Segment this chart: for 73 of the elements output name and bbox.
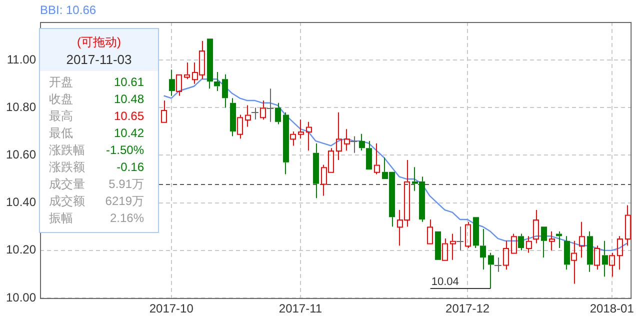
candlestick — [480, 228, 486, 270]
candlestick — [442, 238, 448, 261]
candlestick — [526, 236, 532, 254]
candlestick — [625, 204, 631, 246]
candlestick — [602, 240, 608, 278]
candlestick — [184, 62, 190, 80]
text: 最高 — [49, 108, 73, 125]
candlestick — [533, 209, 539, 244]
text: 成交额 — [49, 193, 85, 210]
candlestick — [450, 233, 456, 260]
y-tick-label: 10.20 — [6, 242, 36, 257]
candlestick — [169, 69, 175, 96]
text: 涨跌额 — [49, 159, 85, 176]
candlestick — [290, 130, 296, 146]
candlestick — [313, 142, 319, 199]
text: BBI: 10.66 — [40, 3, 96, 17]
x-tick-label: 2017-10 — [149, 302, 194, 316]
text: 10.42 — [114, 125, 144, 142]
candlestick — [594, 245, 600, 270]
x-tick-label: 2017-12 — [446, 302, 490, 316]
text: (可拖动) — [76, 34, 122, 51]
candlestick — [609, 252, 615, 278]
y-tick-label: 10.40 — [6, 195, 36, 210]
candlestick — [336, 112, 342, 160]
candlestick — [260, 100, 266, 120]
y-tick-label: 10.00 — [6, 290, 36, 304]
candlestick — [503, 240, 509, 270]
text: 开盘 — [49, 74, 73, 91]
candlestick — [427, 218, 433, 244]
candlestick — [571, 240, 577, 284]
annotation: 10.04 — [431, 276, 459, 288]
candlestick — [283, 112, 289, 175]
text: 振幅 — [49, 210, 73, 227]
text: 5.91万 — [108, 176, 144, 193]
candlestick — [230, 98, 236, 137]
candlestick — [473, 217, 479, 249]
text: 成交量 — [49, 176, 85, 193]
x-tick-label: 2017-11 — [278, 302, 322, 316]
text: 最低 — [49, 125, 73, 142]
text: 10.61 — [114, 74, 144, 91]
candlestick — [344, 128, 350, 151]
candlestick — [298, 119, 304, 140]
text: -0.16 — [116, 159, 144, 176]
candlestick — [549, 230, 555, 251]
y-tick-label: 11.00 — [6, 52, 36, 66]
text: 10.48 — [114, 91, 144, 108]
candlestick — [214, 71, 220, 92]
candlestick — [161, 100, 167, 123]
text: 10.65 — [114, 108, 144, 125]
candlestick — [222, 74, 228, 108]
candlestick — [541, 226, 547, 258]
candlestick — [366, 140, 372, 170]
text: -1.50% — [106, 142, 144, 159]
candlestick — [207, 38, 213, 90]
text: 涨跌幅 — [49, 142, 85, 159]
text: 2017-11-03 — [65, 51, 133, 68]
candlestick — [306, 121, 312, 151]
text: 2.16% — [110, 210, 144, 227]
candlestick — [359, 133, 365, 151]
text: 6219万 — [105, 193, 144, 210]
candlestick — [518, 233, 524, 251]
candlestick — [587, 230, 593, 272]
candlestick — [564, 236, 570, 270]
candlestick — [617, 236, 623, 270]
candlestick — [579, 221, 585, 258]
text: 收盘 — [49, 91, 73, 108]
y-tick-label: 10.60 — [6, 148, 36, 162]
candlestick — [488, 252, 494, 289]
x-tick-label: 2018-01 — [590, 302, 634, 316]
candlestick — [245, 104, 251, 128]
candlestick — [374, 142, 380, 175]
candlestick — [275, 102, 281, 125]
y-tick-label: 10.80 — [6, 100, 36, 114]
